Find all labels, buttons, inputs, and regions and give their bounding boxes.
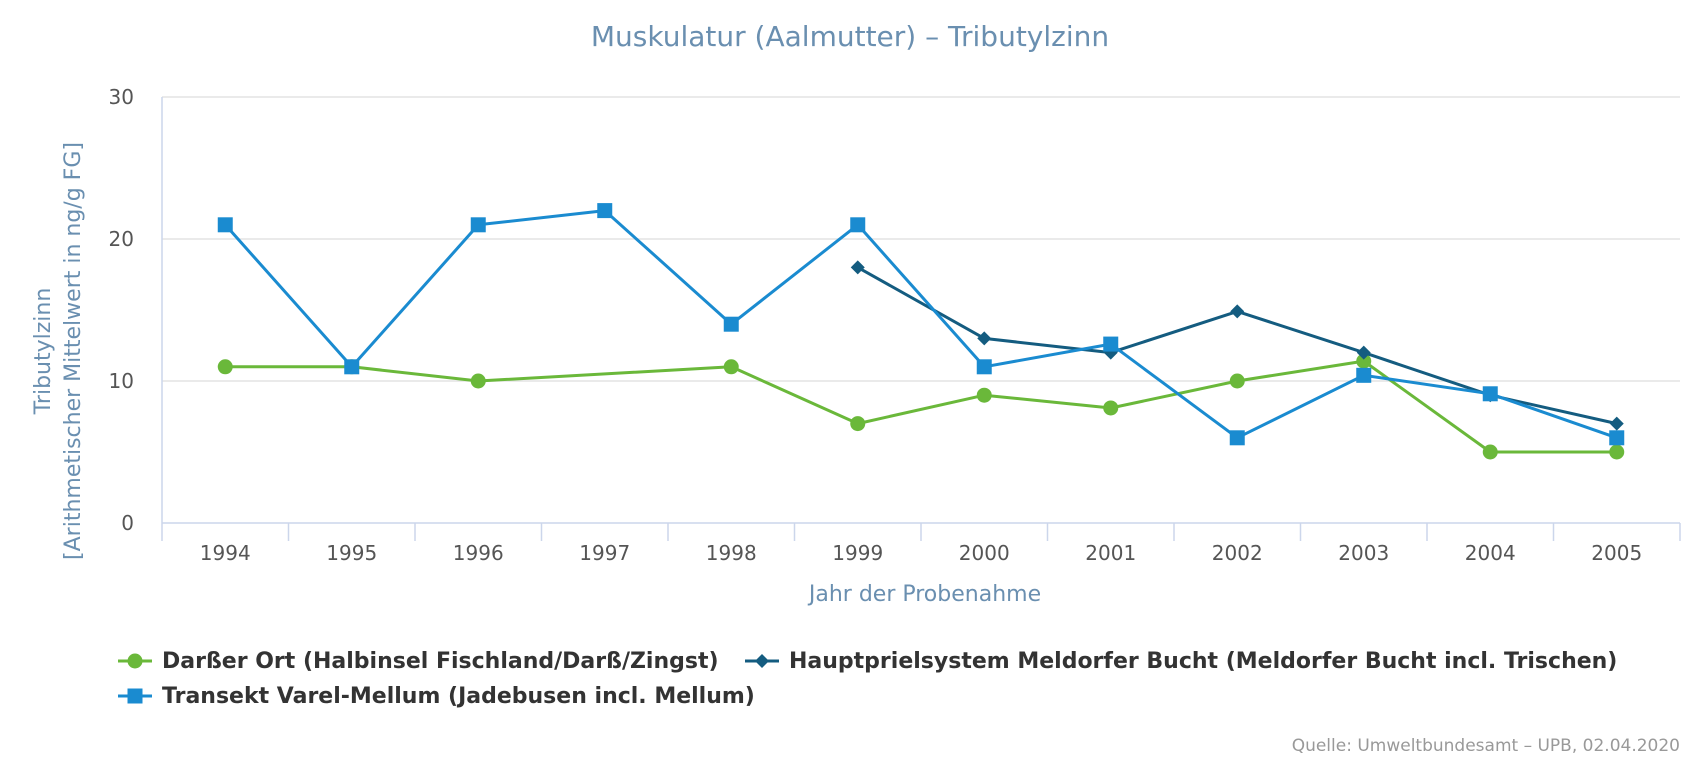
data-point-2-0 [217,217,233,233]
x-tick-label: 1996 [453,541,504,565]
x-tick-label: 1997 [579,541,630,565]
data-point-0-11 [1609,444,1625,460]
data-point-1-8 [1230,304,1245,319]
data-point-2-7 [1103,336,1119,352]
x-tick-label: 2005 [1591,541,1642,565]
series-2 [217,203,1625,446]
data-point-2-8 [1229,430,1245,446]
data-point-0-7 [1103,400,1119,416]
legend-marker-2 [127,688,143,704]
data-point-0-4 [723,359,739,375]
x-tick-label: 1999 [832,541,883,565]
series-line-1 [857,266,1618,426]
legend-marker-1 [755,654,769,668]
series-line-2 [224,209,1618,440]
data-point-2-1 [344,359,360,375]
data-point-0-9 [1356,353,1372,369]
x-tick-label: 2000 [959,541,1010,565]
data-point-2-11 [1609,430,1625,446]
x-tick-label: 1994 [200,541,251,565]
data-point-2-4 [723,316,739,332]
data-point-0-10 [1482,444,1498,460]
legend-item-2: Transekt Varel-Mellum (Jadebusen incl. M… [118,684,755,709]
x-tick-label: 2001 [1085,541,1136,565]
y-tick-label: 30 [109,85,134,109]
data-point-0-5 [850,416,866,432]
source-note: Quelle: Umweltbundesamt – UPB, 02.04.202… [1292,736,1680,756]
data-point-0-2 [470,373,486,389]
x-tick-label: 2002 [1212,541,1263,565]
data-point-0-6 [976,387,992,403]
y-axis-title: Tributylzinn [Arithmetischer Mittelwert … [31,142,86,560]
legend-label-1: Hauptprielsystem Meldorfer Bucht (Meldor… [789,649,1617,674]
data-point-0-8 [1229,373,1245,389]
data-point-1-9 [1356,345,1371,360]
y-axis-title-line1: Tributylzinn [31,288,56,416]
y-tick-label: 20 [109,227,134,251]
x-tick-label: 2004 [1465,541,1516,565]
x-tick-label: 2003 [1338,541,1389,565]
chart-title: Muskulatur (Aalmutter) – Tributylzinn [591,20,1109,53]
legend-item-0: Darßer Ort (Halbinsel Fischland/Darß/Zin… [118,649,719,674]
legend-label-2: Transekt Varel-Mellum (Jadebusen incl. M… [162,684,755,709]
data-point-2-10 [1482,386,1498,402]
data-point-2-3 [597,203,613,219]
data-point-1-6 [977,331,992,346]
data-point-0-0 [217,359,233,375]
plot-area: 0 10 20 30 1994 1995 1996 1997 1998 1999 2000 2001 2… [109,85,1681,565]
data-point-1-11 [1609,416,1624,431]
legend-item-1: Hauptprielsystem Meldorfer Bucht (Meldor… [745,649,1617,674]
y-tick-label: 0 [121,511,134,535]
data-point-2-9 [1356,367,1372,383]
legend: Darßer Ort (Halbinsel Fischland/Darß/Zin… [118,649,1617,709]
y-tick-label: 10 [109,369,134,393]
x-tick-label: 1998 [706,541,757,565]
y-axis-title-line2: [Arithmetischer Mittelwert in ng/g FG] [61,142,86,560]
legend-marker-0 [127,653,143,669]
x-tick-label: 1995 [326,541,377,565]
data-point-2-5 [850,217,866,233]
legend-label-0: Darßer Ort (Halbinsel Fischland/Darß/Zin… [162,649,719,674]
data-point-2-2 [470,217,486,233]
x-axis-title: Jahr der Probenahme [807,582,1041,607]
data-point-2-6 [976,359,992,375]
data-point-1-5 [850,260,865,275]
series-line-0 [225,359,1617,454]
